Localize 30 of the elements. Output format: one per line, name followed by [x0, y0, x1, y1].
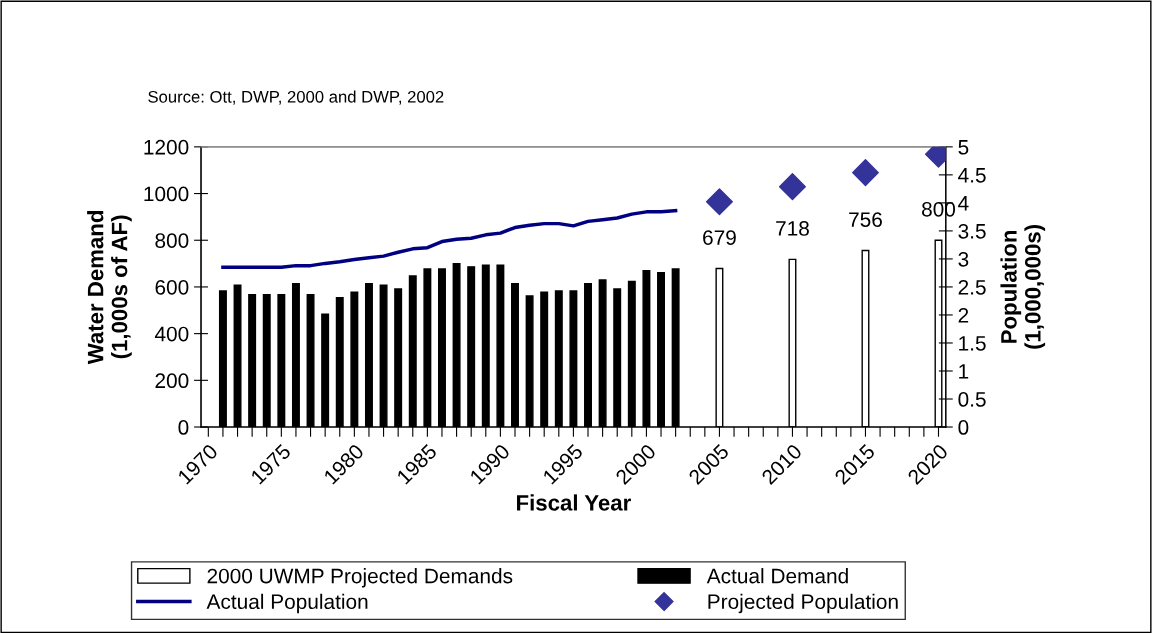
y2-tick-label: 2	[958, 307, 969, 323]
data-label: 718	[776, 221, 809, 236]
y-tick-label: 1200	[144, 139, 189, 155]
legend-label: 2000 UWMP Projected Demands	[207, 568, 513, 588]
x-axis-title: Fiscal Year	[517, 494, 631, 511]
y-tick-label: 200	[155, 373, 189, 389]
line-series	[221, 208, 678, 270]
y2-tick-label: 3	[958, 251, 969, 267]
y-tick-label: 400	[154, 326, 189, 342]
source-note: Source: Ott, DWP, 2000 and DWP, 2002	[148, 90, 444, 105]
y2-tick-label: 3.5	[958, 223, 986, 239]
y2-tick-label: 4.5	[958, 168, 986, 183]
y2-tick-label: 2.5	[958, 279, 986, 295]
y2-tick-label: 4	[958, 196, 969, 211]
y2-tick-label: 5	[958, 140, 969, 155]
y2-tick-label: 0	[958, 420, 969, 435]
y2-tick-label: 0.5	[958, 392, 986, 407]
y-axis-title: Water Demand (1,000s of AF)	[87, 211, 132, 365]
data-label: 679	[703, 230, 736, 245]
y-tick-label: 0	[178, 420, 189, 435]
legend-label: Actual Population	[206, 593, 368, 614]
legend-label: Projected Population	[708, 593, 898, 614]
y2-tick-label: 1.5	[959, 336, 986, 351]
y2-axis-title: Population (1,000,000s)	[1000, 225, 1046, 349]
y2-tick-label: 1	[959, 364, 969, 379]
data-label: 756	[849, 212, 882, 227]
y-tick-label: 800	[155, 233, 189, 248]
y-tick-label: 1000	[144, 186, 189, 202]
y-tick-label: 600	[155, 279, 189, 295]
legend-label: Actual Demand	[706, 568, 848, 584]
